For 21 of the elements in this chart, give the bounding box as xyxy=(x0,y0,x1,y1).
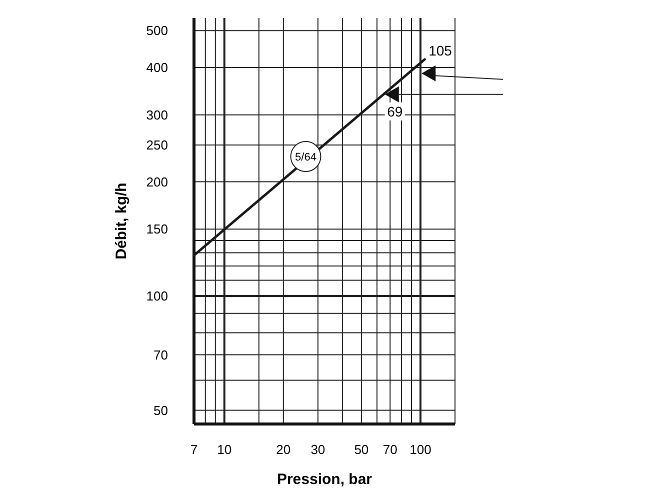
y-tick-label: 300 xyxy=(146,107,168,122)
x-tick-label: 70 xyxy=(382,442,398,457)
y-tick-label: 150 xyxy=(146,222,168,237)
x-tick-label: 7 xyxy=(190,442,198,457)
annotation: 69 xyxy=(387,103,403,120)
y-tick-label: 50 xyxy=(154,402,168,418)
x-tick-label: 100 xyxy=(410,442,432,457)
x-tick-label: 50 xyxy=(354,442,369,457)
y-tick-label: 200 xyxy=(146,174,168,190)
x-tick-label: 20 xyxy=(276,442,291,457)
x-axis-title: Pression, bar xyxy=(276,471,372,488)
annotation: 105 xyxy=(428,42,452,58)
y-tick-label: 100 xyxy=(146,288,168,304)
y-tick-label: 250 xyxy=(146,138,168,152)
y-tick-label: 400 xyxy=(146,60,168,76)
y-tick-label: 500 xyxy=(146,23,168,38)
y-tick-label: 70 xyxy=(154,347,168,362)
x-tick-label: 30 xyxy=(310,442,326,457)
annotation: 5/64 xyxy=(295,151,316,164)
y-axis-title: Débit, kg/h xyxy=(113,182,130,260)
x-tick-label: 10 xyxy=(217,442,232,457)
